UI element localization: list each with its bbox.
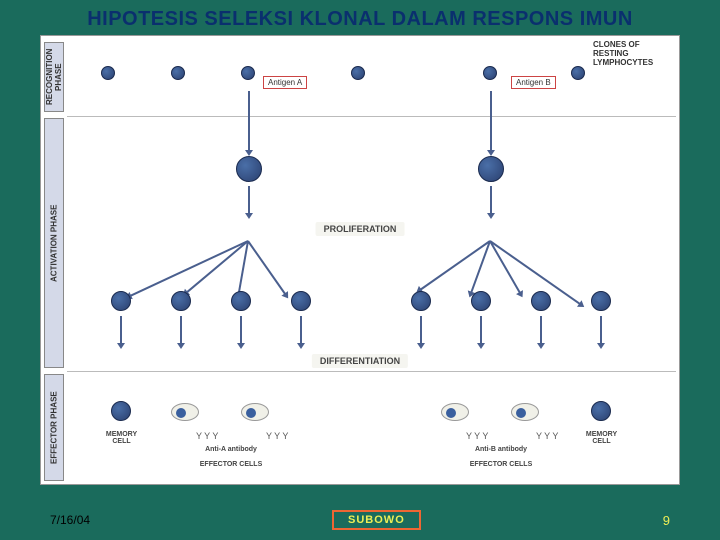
prolif-cell [231,291,251,311]
phase-label-effector: EFFECTOR PHASE [44,374,64,481]
antigen-b-label: Antigen B [511,76,556,89]
prolif-cell [531,291,551,311]
footer-page: 9 [663,513,670,528]
prolif-cell [111,291,131,311]
arrow [300,316,302,344]
arrow [120,316,122,344]
arrow [600,316,602,344]
arrow [480,316,482,344]
effector-label: EFFECTOR CELLS [191,461,271,468]
resting-cell [241,66,255,80]
resting-cell [171,66,185,80]
slide-title: HIPOTESIS SELEKSI KLONAL DALAM RESPONS I… [0,0,720,35]
plasma-cell [511,403,539,421]
prolif-cell [411,291,431,311]
antigen-a-label: Antigen A [263,76,307,89]
diagram: RECOGNITION PHASE ACTIVATION PHASE EFFEC… [40,35,680,485]
resting-cell [351,66,365,80]
antibody-icon: Y Y Y [196,431,218,441]
separator [67,371,676,372]
footer: 7/16/04 SUBOWO 9 [0,510,720,530]
selected-cell-b [478,156,504,182]
plasma-cell [441,403,469,421]
separator [67,116,676,117]
memory-cell-b [591,401,611,421]
plasma-cell [241,403,269,421]
antibody-icon: Y Y Y [536,431,558,441]
arrow [490,91,492,151]
footer-date: 7/16/04 [50,513,90,527]
footer-author: SUBOWO [332,510,421,530]
plasma-cell [171,403,199,421]
resting-cell [101,66,115,80]
prolif-cell [471,291,491,311]
differentiation-label: DIFFERENTIATION [312,354,408,368]
antibody-icon: Y Y Y [466,431,488,441]
anti-a-label: Anti-A antibody [191,446,271,453]
memory-label: MEMORY CELL [579,431,624,445]
prolif-cell [171,291,191,311]
arrow [248,91,250,151]
arrow [180,316,182,344]
anti-b-label: Anti-B antibody [461,446,541,453]
arrow [540,316,542,344]
resting-cell [483,66,497,80]
selected-cell-a [236,156,262,182]
arrow [247,240,286,294]
arrow [420,316,422,344]
arrow [248,186,250,214]
phase-label-recognition: RECOGNITION PHASE [44,42,64,112]
antibody-icon: Y Y Y [266,431,288,441]
effector-label: EFFECTOR CELLS [461,461,541,468]
arrow [489,241,521,294]
phase-label-activation: ACTIVATION PHASE [44,118,64,368]
slide: HIPOTESIS SELEKSI KLONAL DALAM RESPONS I… [0,0,720,540]
prolif-cell [591,291,611,311]
prolif-cell [291,291,311,311]
resting-cell [571,66,585,80]
memory-cell-a [111,401,131,421]
clones-label: CLONES OF RESTING LYMPHOCYTES [593,41,673,67]
proliferation-label: PROLIFERATION [316,222,405,236]
arrow [490,186,492,214]
arrow [240,316,242,344]
memory-label: MEMORY CELL [99,431,144,445]
